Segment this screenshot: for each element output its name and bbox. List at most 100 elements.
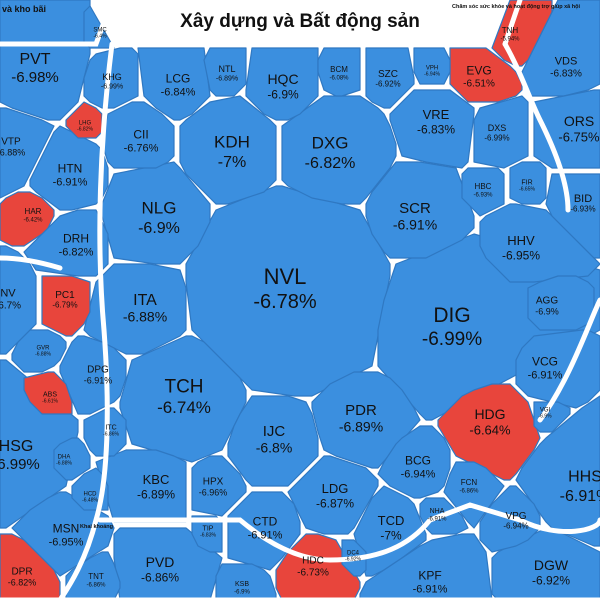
ticker-label: TCD [378, 513, 405, 528]
tile-dxs[interactable] [473, 95, 529, 169]
tile-label-scr: SCR-6.91% [393, 200, 437, 233]
tile-vgi[interactable] [533, 401, 571, 433]
tile-hqc[interactable] [245, 47, 319, 121]
tile-label-hqc: HQC-6.9% [267, 71, 299, 101]
value-label: -6.86% [141, 571, 179, 585]
tile-tch[interactable] [119, 335, 247, 463]
value-label: -6.91% [427, 516, 447, 522]
tile-hbc[interactable] [461, 167, 505, 217]
tile-evg[interactable] [449, 47, 523, 103]
tile-cii[interactable] [101, 101, 175, 169]
tile-vtp[interactable] [0, 107, 55, 199]
tile-ldg[interactable] [287, 455, 379, 535]
value-label: -6.99% [484, 133, 509, 142]
tile-label-vph: VPH-6.94% [424, 65, 440, 77]
ticker-label: SMC [93, 27, 107, 33]
value-label: -6.78% [253, 291, 317, 313]
tile-fcn[interactable] [443, 461, 505, 529]
tile-vre[interactable] [389, 89, 475, 169]
sector-border [502, 0, 523, 47]
tile-label-vgi: VGI-6.9% [538, 407, 552, 419]
tile-ksb[interactable] [215, 563, 277, 600]
tile-vph[interactable] [413, 47, 451, 85]
sector-border [0, 0, 115, 47]
tile-scr[interactable] [365, 161, 475, 259]
tile-label-vcg: VCG -6.91% [528, 354, 563, 381]
ticker-label: HHS [568, 469, 600, 486]
sector-border [502, 41, 571, 213]
tile-label-nv: NV-6.7% [0, 288, 21, 312]
value-label: -6.99% [422, 329, 482, 350]
tile-nv[interactable] [0, 245, 37, 355]
tile-bid[interactable] [545, 173, 600, 259]
tile-pc1[interactable] [41, 275, 91, 337]
tile-bcg[interactable] [377, 425, 451, 499]
ticker-label: HQC [267, 71, 298, 87]
tile-dha[interactable] [53, 437, 91, 481]
tile-agg[interactable] [527, 275, 595, 331]
tile-htn[interactable] [29, 125, 109, 211]
ticker-label: VDS [555, 56, 578, 68]
ticker-label: NLG [142, 199, 177, 218]
ticker-label: DHA [58, 454, 71, 460]
sector-border [537, 297, 600, 423]
ticker-label: VGI [540, 407, 551, 413]
tile-hdc[interactable] [275, 533, 361, 600]
value-label: -6.79% [52, 300, 77, 309]
tile-har[interactable] [0, 191, 55, 247]
value-label: -6.99% [101, 83, 123, 90]
tile-label-evg: EVG-6.51% [463, 64, 495, 90]
tile-hdg[interactable] [437, 383, 541, 481]
ticker-label: TNH [502, 26, 519, 35]
tile-szc[interactable] [365, 47, 415, 109]
ticker-label: NV [0, 288, 16, 300]
tile-label-hcd: HCD-6.48% [82, 491, 98, 503]
ticker-label: HCD [84, 491, 98, 497]
value-label: -6.92% [532, 574, 570, 588]
value-label: -6.88% [35, 351, 51, 357]
tile-hhs[interactable] [515, 395, 600, 547]
tile-smc[interactable] [83, 5, 115, 49]
ticker-label: HDC [302, 556, 324, 567]
chart-title: Xây dựng và Bất động sản [180, 11, 420, 32]
tile-label-bid: BID-6.93% [570, 193, 595, 214]
value-label: -6.9% [267, 88, 299, 102]
ticker-label: LCG [166, 71, 191, 85]
tile-label-nha: NHA-6.91% [427, 508, 447, 522]
tile-ita[interactable] [83, 263, 187, 355]
tile-kpf[interactable] [359, 533, 493, 600]
tile-pdr[interactable] [311, 371, 421, 469]
tile-fir[interactable] [509, 161, 547, 205]
tile-ijc[interactable] [227, 395, 319, 487]
tile-ntl[interactable] [203, 47, 247, 97]
ticker-label: HDG [474, 406, 505, 422]
ticker-label: CII [133, 127, 148, 141]
tile-label-har: HAR-6.42% [23, 207, 43, 223]
tile-drh[interactable] [23, 209, 109, 277]
tile-dpr[interactable] [0, 533, 61, 600]
tile-bcm[interactable] [317, 47, 361, 97]
tile-kdh[interactable] [179, 95, 277, 205]
value-label: -6.86% [103, 431, 119, 437]
tile-label-ctd: CTD -6.91% [248, 514, 283, 541]
tile-tip[interactable] [191, 515, 223, 553]
ticker-label: DPR [11, 567, 32, 578]
value-label: -6.91% [413, 584, 448, 596]
tile-khg[interactable] [83, 47, 139, 109]
ticker-label: ORS [564, 113, 594, 129]
ticker-label: PVD [146, 554, 175, 570]
tile-hpx[interactable] [191, 455, 247, 517]
tile-label-smc: SMC-6.4% [93, 27, 107, 39]
tile-label-hpx: HPX-6.96% [199, 477, 228, 498]
tile-abs[interactable] [23, 371, 73, 415]
value-label: -6.9% [138, 220, 180, 237]
ticker-label: ITC [105, 424, 116, 431]
tile-dxg[interactable] [281, 95, 397, 205]
ticker-label: BCM [330, 65, 348, 74]
tile-label-dxs: DXS-6.99% [484, 123, 509, 143]
tile-hhv[interactable] [479, 203, 600, 283]
ticker-label: DC4 [347, 550, 360, 556]
value-label: -6.95% [49, 537, 84, 549]
ticker-label: KHG [102, 72, 122, 82]
ticker-label: PVT [19, 51, 50, 68]
